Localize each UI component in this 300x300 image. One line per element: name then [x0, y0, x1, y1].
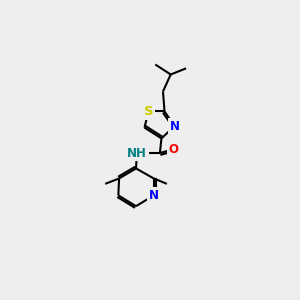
Text: N: N: [169, 120, 179, 133]
Text: NH: NH: [127, 146, 147, 160]
Text: S: S: [143, 105, 153, 118]
Text: N: N: [149, 189, 159, 202]
Text: O: O: [169, 143, 179, 156]
